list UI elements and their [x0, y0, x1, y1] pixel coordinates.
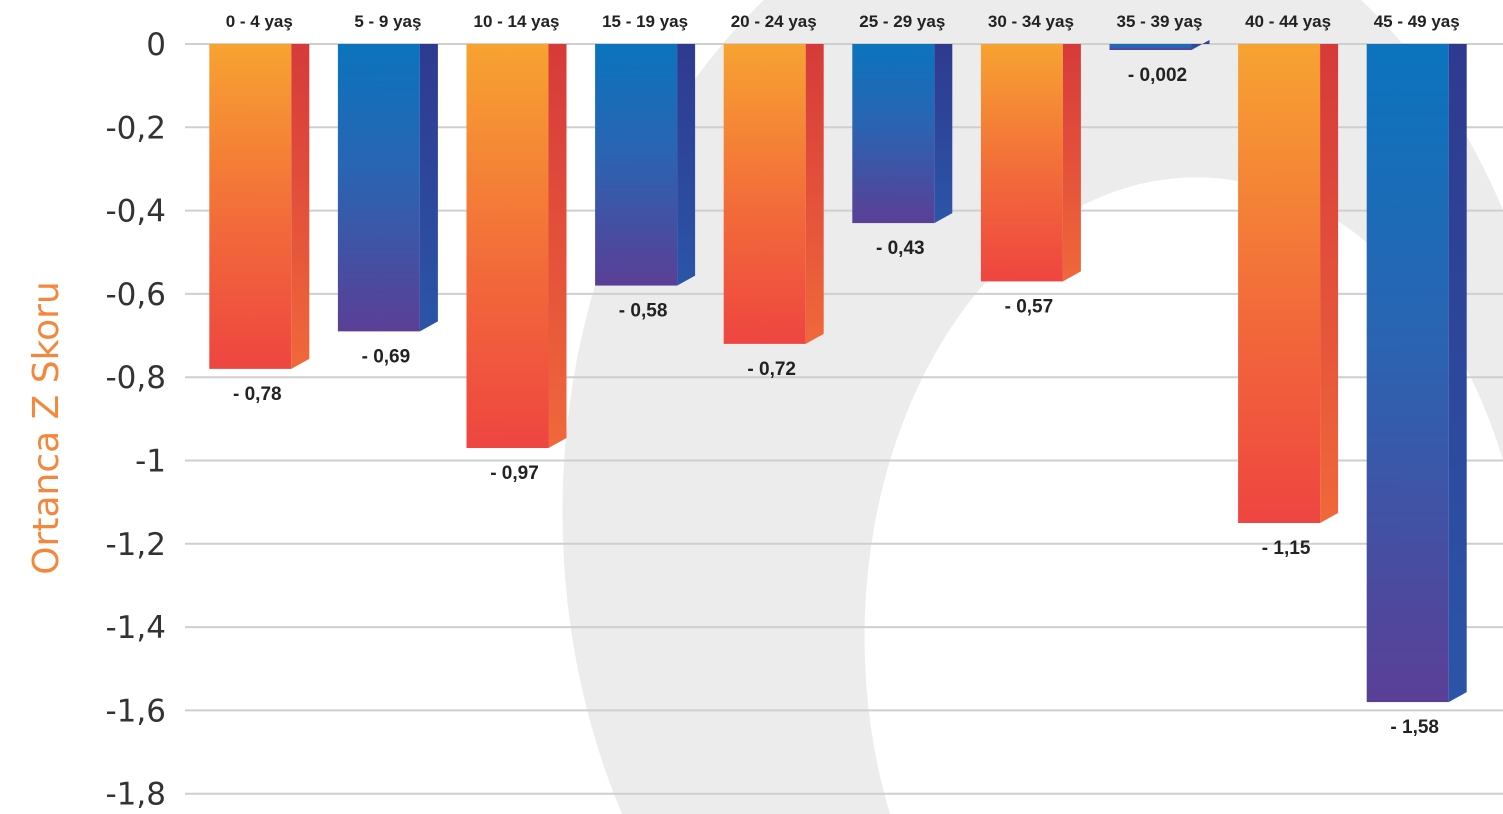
category-label: 35 - 39 yaş: [1116, 12, 1202, 31]
category-label: 30 - 34 yaş: [988, 12, 1074, 31]
data-label: - 0,69: [362, 346, 411, 367]
bar: [1109, 44, 1192, 50]
y-tick-label: -0,4: [106, 194, 167, 230]
category-label: 5 - 9 yaş: [354, 12, 421, 31]
y-tick-label: -1,2: [106, 527, 167, 563]
data-label: - 0,43: [876, 238, 925, 259]
bar-side: [1320, 44, 1339, 523]
category-label: 0 - 4 yaş: [226, 12, 293, 31]
y-tick-label: -1,8: [106, 777, 167, 813]
category-label: 45 - 49 yaş: [1374, 12, 1460, 31]
bar-side: [1448, 44, 1467, 703]
bars: [209, 40, 1467, 703]
y-tick-label: -1,4: [106, 610, 167, 646]
bar: [852, 44, 935, 224]
y-tick-label: 0: [146, 27, 166, 63]
bar: [337, 44, 420, 332]
category-label: 40 - 44 yaş: [1245, 12, 1331, 31]
y-axis-label: Ortanca Z Skoru: [26, 281, 67, 575]
data-label: - 0,97: [490, 463, 539, 484]
y-tick-label: -1,6: [106, 693, 167, 729]
y-tick-label: -0,6: [106, 277, 167, 313]
data-label: - 0,002: [1128, 65, 1187, 86]
data-label: - 1,15: [1262, 538, 1311, 559]
bar-side: [291, 44, 310, 369]
data-label: - 1,58: [1390, 717, 1439, 738]
bar-side: [548, 44, 567, 449]
bar: [1238, 44, 1321, 523]
category-label: 15 - 19 yaş: [602, 12, 688, 31]
y-tick-label: -1: [135, 444, 166, 480]
data-label: - 0,57: [1005, 296, 1054, 317]
bar-side: [419, 44, 438, 332]
bar-side: [805, 44, 824, 344]
bar: [980, 44, 1063, 282]
category-label: 10 - 14 yaş: [473, 12, 559, 31]
data-label: - 0,58: [619, 301, 668, 322]
category-label: 20 - 24 yaş: [731, 12, 817, 31]
category-labels: 0 - 4 yaş 5 - 9 yaş 10 - 14 yaş 15 - 19 yaş…: [226, 12, 1460, 31]
data-labels: - 0,78 - 0,69 - 0,97 - 0,58 - 0,72 - 0,43 - 0,…: [233, 65, 1439, 738]
category-label: 25 - 29 yaş: [859, 12, 945, 31]
data-label: - 0,72: [747, 359, 796, 380]
y-tick-label: -0,2: [106, 110, 167, 146]
data-label: - 0,78: [233, 384, 282, 405]
bar: [1366, 44, 1449, 703]
bar-side: [934, 44, 953, 224]
bar-side: [1191, 40, 1210, 50]
y-axis-ticks: 0 -0,2 -0,4 -0,6 -0,8 -1 -1,2 -1,4 -1,6 -1,8: [106, 27, 167, 813]
bar: [723, 44, 806, 344]
bar: [209, 44, 292, 369]
bar: [466, 44, 549, 449]
bar-side: [1062, 44, 1081, 282]
bar-side: [677, 44, 696, 286]
y-tick-label: -0,8: [106, 360, 167, 396]
bar: [595, 44, 678, 286]
